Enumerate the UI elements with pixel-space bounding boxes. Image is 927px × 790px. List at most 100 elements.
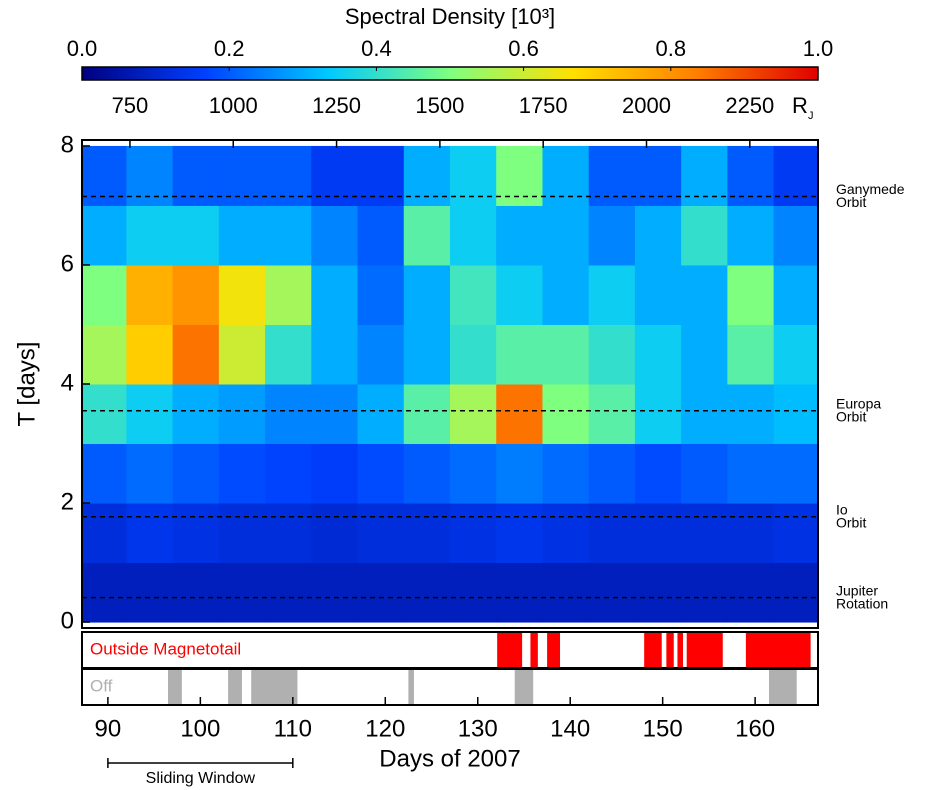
- heatmap-cell: [773, 264, 818, 325]
- heatmap-cell: [450, 443, 497, 504]
- heatmap-cell: [126, 503, 174, 564]
- reference-label: Orbit: [836, 194, 866, 210]
- heatmap-cell: [727, 503, 775, 564]
- heatmap-cell: [218, 503, 266, 564]
- heatmap-cell: [773, 384, 818, 445]
- heatmap-cell: [172, 205, 220, 266]
- colorbar-tick-label: 0.6: [508, 36, 539, 61]
- heatmap-cell: [542, 145, 590, 206]
- heatmap-cell: [126, 443, 174, 504]
- heatmap-cell: [126, 384, 174, 445]
- sliding-window-label: Sliding Window: [146, 770, 256, 787]
- heatmap-cell: [727, 443, 775, 504]
- heatmap-cell: [542, 205, 590, 266]
- heatmap-cell: [634, 443, 682, 504]
- band-interval: [167, 669, 182, 705]
- heatmap-cell: [588, 264, 636, 325]
- heatmap-cell: [773, 205, 818, 266]
- heatmap-cell: [773, 562, 818, 623]
- heatmap-cell: [588, 562, 636, 623]
- heatmap-cell: [450, 503, 497, 564]
- heatmap-cell: [357, 384, 405, 445]
- reference-label: Rotation: [836, 595, 888, 611]
- heatmap-cell: [218, 205, 266, 266]
- heatmap-cell: [727, 324, 775, 385]
- heatmap-cell: [727, 384, 775, 445]
- heatmap-cell: [126, 562, 174, 623]
- heatmap-cell: [403, 562, 451, 623]
- band-frame: [81, 668, 819, 706]
- heatmap-cell: [218, 443, 266, 504]
- reference-label: Ganymede: [836, 181, 905, 197]
- heatmap-cell: [727, 264, 775, 325]
- heatmap-cell: [218, 384, 266, 445]
- x-tick-label: 140: [550, 715, 590, 742]
- x2-tick-label: 2000: [622, 93, 671, 118]
- y-axis-label: T [days]: [13, 342, 40, 427]
- heatmap-cell: [681, 264, 728, 325]
- heatmap-cell: [172, 264, 220, 325]
- colorbar-tick-label: 1.0: [803, 36, 834, 61]
- heatmap-cell: [265, 503, 312, 564]
- heatmap-cell: [634, 503, 682, 564]
- heatmap-cell: [588, 324, 636, 385]
- heatmap-cell: [403, 384, 451, 445]
- heatmap-cell: [265, 384, 312, 445]
- band-interval: [686, 632, 723, 668]
- heatmap-cell: [542, 324, 590, 385]
- heatmap-cell: [82, 443, 127, 504]
- heatmap-cell: [634, 562, 682, 623]
- heatmap-cell: [82, 324, 127, 385]
- heatmap-cell: [450, 324, 497, 385]
- heatmap-cell: [496, 443, 543, 504]
- y-tick-label: 0: [61, 607, 74, 634]
- heatmap-cell: [265, 205, 312, 266]
- heatmap-cell: [542, 503, 590, 564]
- heatmap-cell: [681, 324, 728, 385]
- x-tick-label: 150: [643, 715, 683, 742]
- heatmap-cell: [681, 384, 728, 445]
- heatmap-cell: [496, 205, 543, 266]
- heatmap-cell: [311, 562, 359, 623]
- heatmap-cell: [588, 443, 636, 504]
- heatmap-cell: [218, 562, 266, 623]
- heatmap-cell: [496, 324, 543, 385]
- heatmap-cell: [82, 384, 127, 445]
- heatmap-cell: [82, 503, 127, 564]
- heatmap-cell: [82, 264, 127, 325]
- colorbar: [81, 66, 819, 81]
- heatmap-cell: [357, 503, 405, 564]
- y-tick-label: 2: [61, 488, 74, 515]
- heatmap-cell: [496, 562, 543, 623]
- heatmap-cell: [634, 205, 682, 266]
- heatmap-cell: [403, 205, 451, 266]
- heatmap-cell: [311, 443, 359, 504]
- band-interval: [408, 669, 414, 705]
- y-tick-label: 8: [61, 131, 74, 158]
- reference-label: Io: [836, 501, 848, 517]
- x2-tick-label: 750: [112, 93, 149, 118]
- heatmap-cell: [496, 264, 543, 325]
- x-axis-label: Days of 2007: [379, 745, 520, 772]
- heatmap-cell: [265, 562, 312, 623]
- x2-tick-label: 2250: [725, 93, 774, 118]
- heatmap-cell: [773, 503, 818, 564]
- heatmap-cell: [311, 205, 359, 266]
- heatmap-cell: [172, 503, 220, 564]
- heatmap-cell: [450, 264, 497, 325]
- colorbar-tick-label: 0.2: [214, 36, 245, 61]
- band-interval: [547, 632, 561, 668]
- heatmap-cell: [172, 443, 220, 504]
- heatmap-cell: [542, 443, 590, 504]
- heatmap: [82, 145, 818, 623]
- x-tick-label: 110: [274, 715, 312, 742]
- heatmap-cell: [172, 384, 220, 445]
- heatmap-cell: [542, 562, 590, 623]
- x-tick-label: 100: [180, 715, 220, 742]
- heatmap-cell: [82, 205, 127, 266]
- heatmap-cell: [172, 562, 220, 623]
- colorbar-tick-label: 0.4: [361, 36, 392, 61]
- heatmap-cell: [126, 264, 174, 325]
- band-interval: [644, 632, 662, 668]
- y-tick-label: 4: [61, 369, 74, 396]
